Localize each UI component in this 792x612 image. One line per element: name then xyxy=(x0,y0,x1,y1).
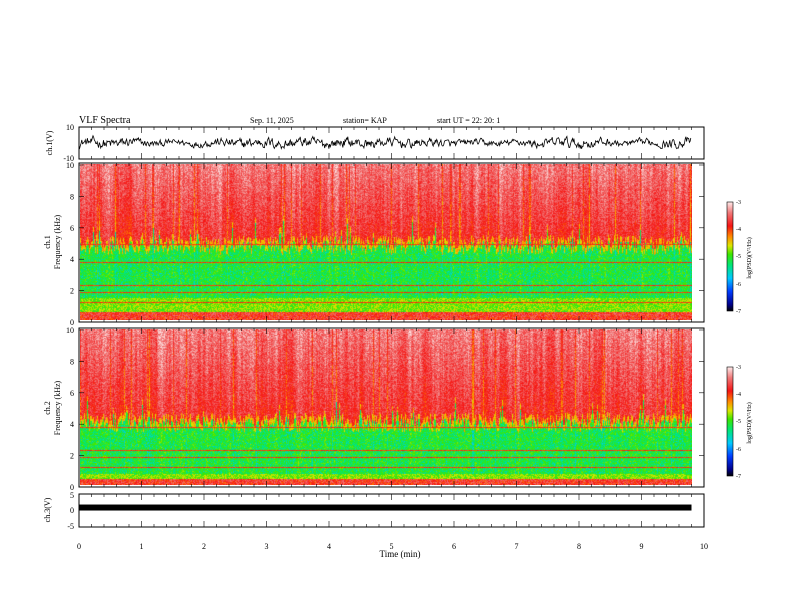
ch2-colorbar-tick-m6: -6 xyxy=(736,447,741,453)
ch2-spectrogram-image xyxy=(80,329,692,485)
ch2-colorbar-tick-m5: -5 xyxy=(736,419,741,425)
ch1-colorbar-tick-m4: -4 xyxy=(736,227,741,233)
ch3-ytick-mid: 0 xyxy=(70,506,74,515)
ch2-colorbar-tick-m7: -7 xyxy=(736,474,741,480)
x-axis-tick-label: 7 xyxy=(515,542,519,551)
ch2-spectrogram-ytick-label: 0 xyxy=(70,483,74,492)
ch2-spectrogram-ytick-label: 8 xyxy=(70,357,74,366)
ch1-colorbar-tick-m5: -5 xyxy=(736,254,741,260)
station-label: station= KAP xyxy=(343,116,387,125)
ch1-waveform-ylabel: ch.1(V) xyxy=(45,130,54,155)
ch3-waveform-panel: 5 0 -5 ch.3(V) xyxy=(43,491,705,531)
ch1-ytick-bottom: -10 xyxy=(63,154,74,163)
ch2-spectrogram-ytick-label: 6 xyxy=(70,389,74,398)
ch3-waveform-trace xyxy=(79,504,692,511)
ch1-spectrogram-ytick-label: 10 xyxy=(66,161,74,170)
ch2-colorbar-tick-m3: -3 xyxy=(736,365,741,371)
ch2-colorbar xyxy=(727,367,733,476)
ch2-spectrogram-ytick-label: 2 xyxy=(70,452,74,461)
ch3-ytick-bottom: -5 xyxy=(67,522,74,531)
ch1-spectrogram-ytick-label: 2 xyxy=(70,287,74,296)
x-axis-tick-label: 6 xyxy=(452,542,456,551)
x-axis-tick-label: 4 xyxy=(327,542,331,551)
ch3-waveform-ylabel: ch.3(V) xyxy=(43,497,52,522)
x-axis-tick-label: 9 xyxy=(640,542,644,551)
date-label: Sep. 11, 2025 xyxy=(250,116,294,125)
ch3-ytick-top: 5 xyxy=(70,491,74,500)
ch1-colorbar-tick-m7: -7 xyxy=(736,309,741,315)
ch2-colorbar-tick-m4: -4 xyxy=(736,392,741,398)
x-axis-tick-label: 1 xyxy=(140,542,144,551)
ch2-spectrogram-ylabel-channel: ch.2 xyxy=(43,401,52,415)
ch2-colorbar-label: log(PSD)(V²/Hz) xyxy=(746,402,753,443)
ch1-colorbar-tick-m6: -6 xyxy=(736,282,741,288)
x-axis-tick-label: 2 xyxy=(202,542,206,551)
ch1-spectrogram-ytick-label: 6 xyxy=(70,224,74,233)
ch1-colorbar-label: log(PSD)(V²/Hz) xyxy=(746,237,753,278)
ch2-spectrogram-ylabel-frequency: Frequency (kHz) xyxy=(53,380,62,435)
ch1-colorbar xyxy=(727,202,733,311)
ch1-waveform-panel: 10 -10 ch.1(V) xyxy=(45,123,705,163)
ch2-spectrogram-ytick-label: 4 xyxy=(70,420,74,429)
figure-title: VLF Spectra xyxy=(79,115,131,126)
ch1-ytick-top: 10 xyxy=(66,123,74,132)
ch1-spectrogram-ylabel-channel: ch.1 xyxy=(43,235,52,249)
x-axis-tick-label: 10 xyxy=(700,542,708,551)
x-axis-tick-label: 3 xyxy=(265,542,269,551)
ch2-spectrogram-ytick-label: 10 xyxy=(66,326,74,335)
ch1-spectrogram-ytick-label: 0 xyxy=(70,318,74,327)
ch1-spectrogram-ylabel-frequency: Frequency (kHz) xyxy=(53,214,62,269)
ch1-spectrogram-panel: 0 2 4 6 8 10 ch.1 Frequency (kHz) -3 -4 -5 -6… xyxy=(43,161,753,327)
ch1-spectrogram-ytick-label: 4 xyxy=(70,255,74,264)
x-axis-tick-label: 8 xyxy=(577,542,581,551)
start-time-label: start UT = 22: 20: 1 xyxy=(437,116,500,125)
x-axis-tick-label: 0 xyxy=(77,542,81,551)
ch1-colorbar-frame xyxy=(726,201,734,312)
x-axis-label: Time (min) xyxy=(380,549,421,559)
ch1-waveform-trace xyxy=(78,134,692,150)
ch1-spectrogram-ytick-label: 8 xyxy=(70,192,74,201)
x-axis-tick-label: 5 xyxy=(390,542,394,551)
ch2-spectrogram-panel: 0 2 4 6 8 10 ch.2 Frequency (kHz) -3 -4 -5 -6… xyxy=(43,326,753,492)
ch1-spectrogram-image xyxy=(80,164,692,320)
ch1-colorbar-tick-m3: -3 xyxy=(736,200,741,206)
ch2-colorbar-frame xyxy=(726,366,734,477)
